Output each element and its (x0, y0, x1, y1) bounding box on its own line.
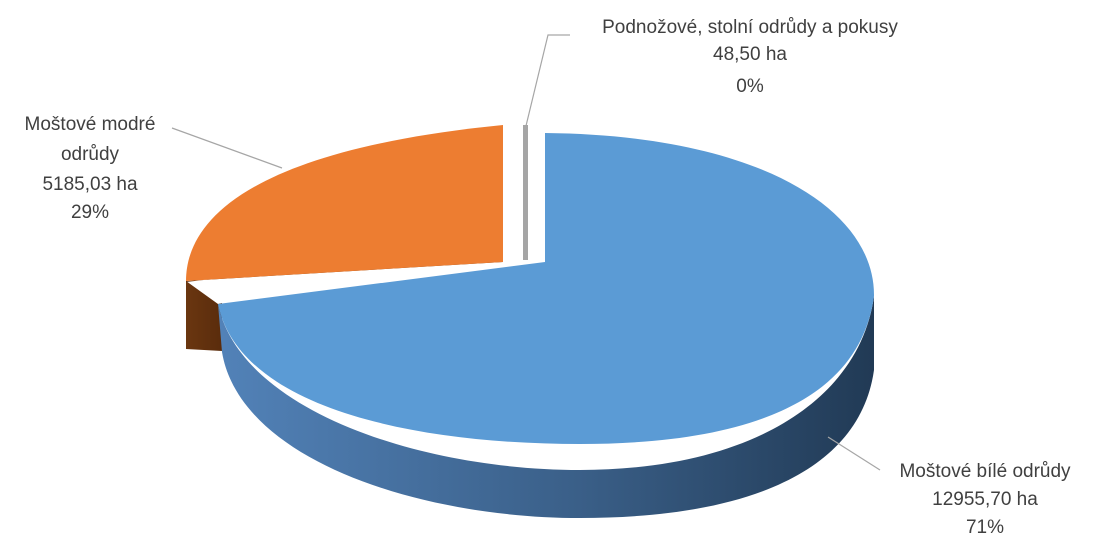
slice-podnozove (523, 125, 528, 260)
slice-mostove-bile (218, 133, 875, 444)
label-podnozove-value: 48,50 ha (713, 44, 787, 65)
leader-line-mostove-bile (827, 436, 881, 471)
label-mostove-bile-percent: 71% (966, 517, 1004, 538)
label-mostove-bile-name: Moštové bílé odrůdy (899, 461, 1071, 482)
label-podnozove-percent: 0% (736, 76, 764, 97)
leader-line-podnozove (524, 34, 570, 131)
label-mostove-bile-value: 12955,70 ha (932, 489, 1038, 510)
label-mostove-modre-value: 5185,03 ha (42, 174, 138, 195)
slice-mostove-modre (186, 125, 503, 281)
leader-line-mostove-modre (171, 127, 283, 169)
label-mostove-modre-percent: 29% (71, 202, 109, 223)
slice-side-mostove-bile (218, 296, 874, 518)
slice-side-mostove-modre (186, 281, 222, 351)
data-labels: Podnožové, stolní odrůdy a pokusy 48,50 … (25, 17, 1072, 538)
pie-tops (186, 125, 875, 444)
leader-lines (171, 34, 881, 471)
label-podnozove-name: Podnožové, stolní odrůdy a pokusy (602, 17, 898, 38)
label-mostove-modre-name-line1: Moštové modré (25, 114, 156, 135)
label-mostove-modre-name-line2: odrůdy (61, 144, 120, 165)
